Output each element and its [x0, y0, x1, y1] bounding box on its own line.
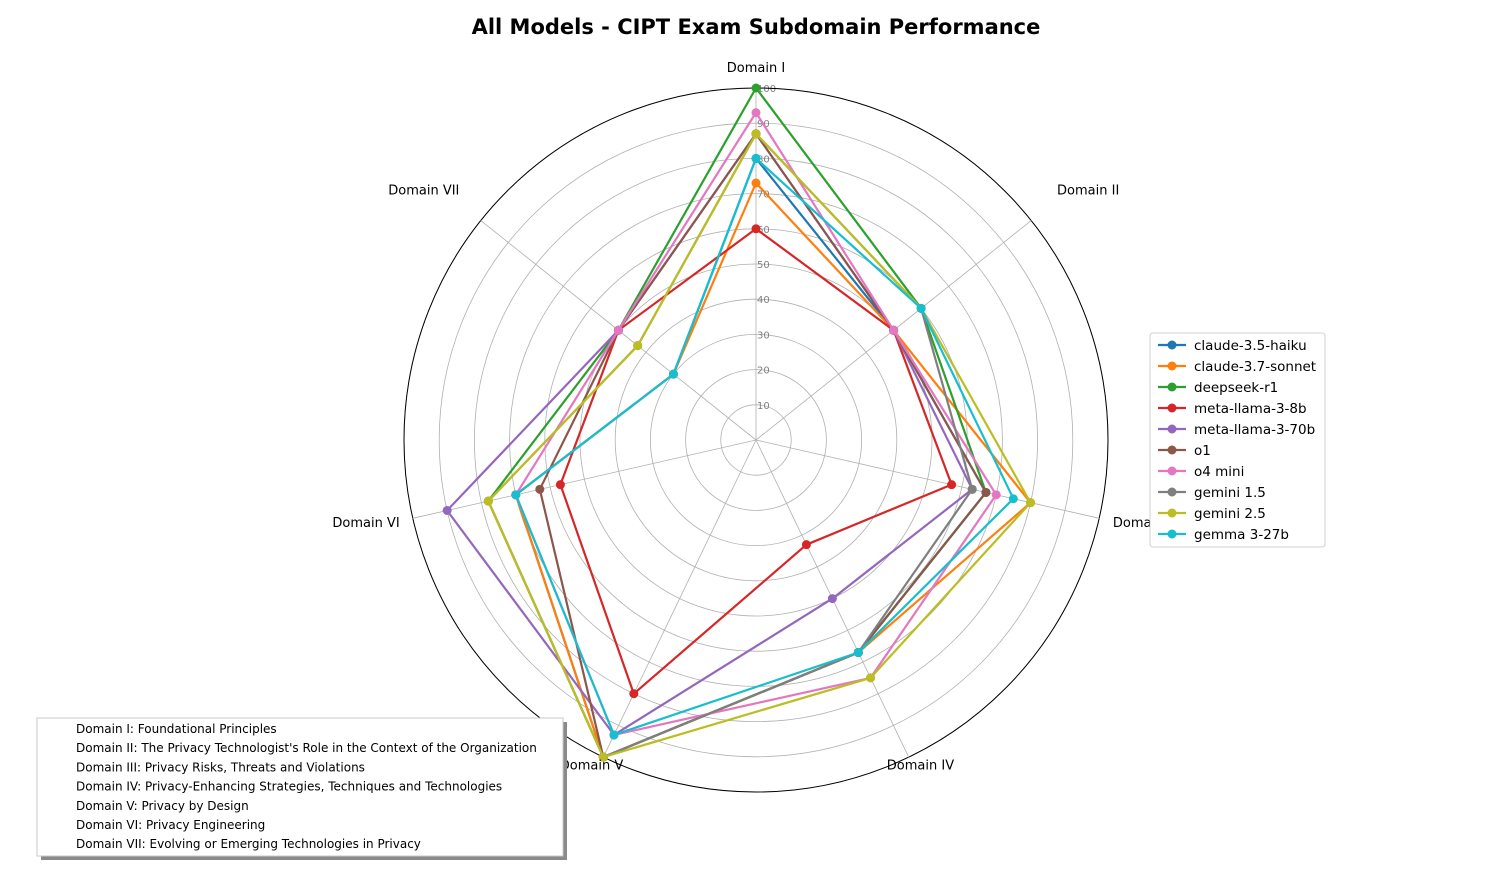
legend-label: claude-3.5-haiku — [1194, 338, 1307, 354]
data-point — [801, 540, 811, 550]
data-point — [853, 647, 863, 657]
data-point — [866, 673, 876, 683]
chart-title: All Models - CIPT Exam Subdomain Perform… — [472, 15, 1041, 39]
legend-swatch-marker — [1167, 529, 1177, 539]
domain-description: Domain II: The Privacy Technologist's Ro… — [76, 741, 537, 755]
legend-label: deepseek-r1 — [1194, 380, 1278, 396]
radial-tick-label: 70 — [757, 190, 770, 201]
data-point — [827, 594, 837, 604]
legend-swatch-marker — [1167, 508, 1177, 518]
legend-swatch-marker — [1167, 361, 1177, 371]
legend-label: o4 mini — [1194, 464, 1244, 480]
legend-swatch-marker — [1167, 403, 1177, 413]
series-legend: claude-3.5-haiku claude-3.7-sonnet deepsee… — [1149, 332, 1326, 548]
axis-label: Domain IV — [887, 758, 954, 773]
axis-spoke — [755, 439, 1100, 519]
data-point — [668, 369, 678, 379]
legend-swatch-marker — [1167, 466, 1177, 476]
series-gemma-3-27b — [511, 153, 1018, 740]
data-point — [947, 480, 957, 490]
description-box-frame — [36, 717, 564, 857]
data-point — [991, 490, 1001, 500]
legend-frame — [1149, 332, 1326, 548]
data-point — [483, 496, 493, 506]
data-point — [751, 83, 761, 93]
domain-description: Domain V: Privacy by Design — [76, 799, 249, 813]
radial-tick-label: 100 — [757, 84, 776, 95]
legend-swatch-marker — [1167, 340, 1177, 350]
legend-label: gemma 3-27b — [1194, 527, 1289, 543]
legend-label: claude-3.7-sonnet — [1194, 359, 1316, 375]
legend-label: o1 — [1194, 443, 1211, 459]
data-point — [751, 224, 761, 234]
radial-tick-label: 80 — [757, 154, 770, 165]
radar-series — [442, 83, 1036, 762]
data-point — [981, 487, 991, 497]
data-point — [609, 730, 619, 740]
legend-swatch-marker — [1167, 382, 1177, 392]
data-point — [598, 752, 608, 762]
data-point — [751, 178, 761, 188]
series-line — [514, 157, 1015, 737]
axis-label: Domain VI — [332, 516, 399, 531]
domain-description: Domain VII: Evolving or Emerging Technol… — [76, 837, 421, 851]
legend-label: gemini 2.5 — [1194, 506, 1266, 522]
data-point — [555, 480, 565, 490]
radial-tick-label: 40 — [757, 295, 770, 306]
radial-tick-label: 60 — [757, 225, 770, 236]
radial-tick-label: 20 — [757, 366, 770, 377]
data-point — [535, 484, 545, 494]
axis-label: Domain V — [560, 758, 624, 773]
data-point — [1008, 494, 1018, 504]
series-line — [446, 132, 974, 737]
data-point — [889, 325, 899, 335]
data-point — [633, 341, 643, 351]
series-line — [559, 227, 953, 695]
data-point — [751, 129, 761, 139]
legend-swatch-marker — [1167, 487, 1177, 497]
legend-swatch-marker — [1167, 445, 1177, 455]
axis-label: Domain II — [1057, 184, 1119, 199]
legend-swatch-marker — [1167, 424, 1177, 434]
data-point — [751, 153, 761, 163]
axis-label: Domain VII — [388, 184, 459, 199]
domain-description: Domain I: Foundational Principles — [76, 722, 277, 736]
data-point — [613, 325, 623, 335]
radial-tick-label: 50 — [757, 260, 770, 271]
series-line — [514, 111, 998, 737]
data-point — [916, 303, 926, 313]
legend-label: meta-llama-3-70b — [1194, 422, 1315, 438]
axis-spoke — [412, 439, 757, 519]
legend-label: meta-llama-3-8b — [1194, 401, 1307, 417]
domain-description-box: Domain I: Foundational Principles Domain … — [36, 717, 567, 860]
domain-description: Domain III: Privacy Risks, Threats and V… — [76, 760, 365, 774]
axis-label: Domain I — [727, 61, 785, 76]
data-point — [751, 108, 761, 118]
data-point — [629, 689, 639, 699]
radial-tick-label: 30 — [757, 330, 770, 341]
series-line — [487, 132, 1032, 759]
axis-spoke — [602, 439, 757, 758]
domain-description: Domain IV: Privacy-Enhancing Strategies,… — [76, 780, 502, 794]
series-gemini-2-5 — [483, 129, 1036, 762]
series-line — [514, 181, 1032, 759]
data-point — [442, 505, 452, 515]
domain-description: Domain VI: Privacy Engineering — [76, 818, 265, 832]
radial-tick-label: 10 — [757, 401, 770, 412]
data-point — [1026, 498, 1036, 508]
data-point — [967, 484, 977, 494]
legend-label: gemini 1.5 — [1194, 485, 1266, 501]
data-point — [511, 490, 521, 500]
